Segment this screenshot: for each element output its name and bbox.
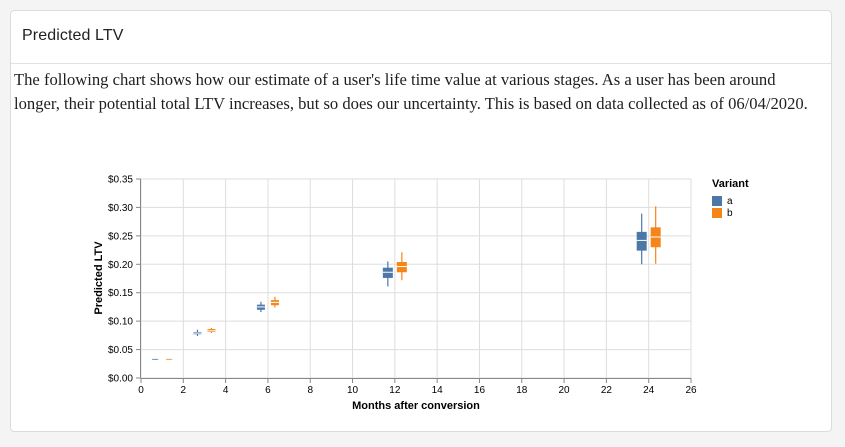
x-tick-label: 0 (138, 385, 144, 396)
y-tick-label: $0.30 (108, 203, 133, 214)
y-tick-label: $0.20 (108, 260, 133, 271)
x-tick-label: 10 (347, 385, 359, 396)
legend-swatch-a (712, 196, 722, 206)
predicted-ltv-card: Predicted LTV (10, 10, 832, 432)
legend-swatch-b (712, 208, 722, 218)
x-tick-label: 14 (432, 385, 444, 396)
x-tick-label: 20 (559, 385, 571, 396)
y-tick-label: $0.00 (108, 374, 133, 385)
chart-axes: 0 2 4 6 8 10 12 14 16 18 20 22 24 26$0.00$0.05$0.10$0… (108, 175, 697, 397)
x-tick-label: 16 (474, 385, 486, 396)
y-tick-label: $0.35 (108, 175, 133, 186)
x-tick-label: 6 (265, 385, 271, 396)
x-tick-label: 2 (181, 385, 187, 396)
legend-title: Variant (712, 178, 749, 190)
legend-label-a: a (727, 196, 733, 207)
x-tick-label: 24 (643, 385, 655, 396)
x-tick-label: 26 (685, 385, 697, 396)
x-tick-label: 8 (307, 385, 313, 396)
y-tick-label: $0.05 (108, 345, 133, 356)
x-tick-label: 18 (516, 385, 528, 396)
x-axis-title: Months after conversion (352, 400, 480, 412)
y-axis-title: Predicted LTV (93, 241, 105, 315)
y-tick-label: $0.25 (108, 231, 133, 242)
x-tick-label: 12 (389, 385, 401, 396)
y-tick-label: $0.10 (108, 317, 133, 328)
card-header: Predicted LTV (11, 11, 831, 64)
chart-grid (140, 178, 692, 379)
legend-label-b: b (727, 208, 733, 219)
x-tick-label: 22 (601, 385, 613, 396)
chart-legend: Variant ab (712, 178, 749, 219)
x-tick-label: 4 (223, 385, 229, 396)
box-a (382, 267, 393, 278)
box-a (636, 231, 647, 251)
chart-description: The following chart shows how our estima… (14, 70, 808, 113)
chart-marks (152, 206, 661, 360)
box-b (396, 262, 407, 273)
card-title: Predicted LTV (22, 27, 124, 44)
y-tick-label: $0.15 (108, 288, 133, 299)
